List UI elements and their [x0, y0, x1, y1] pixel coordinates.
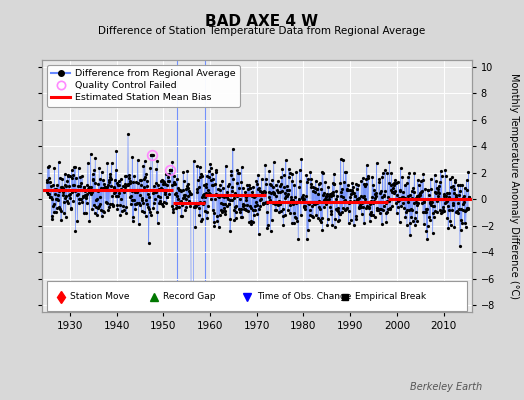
Text: Berkeley Earth: Berkeley Earth — [410, 382, 482, 392]
Text: Station Move: Station Move — [70, 292, 129, 301]
Text: BAD AXE 4 W: BAD AXE 4 W — [205, 14, 319, 29]
Text: Time of Obs. Change: Time of Obs. Change — [257, 292, 351, 301]
Text: Difference of Station Temperature Data from Regional Average: Difference of Station Temperature Data f… — [99, 26, 425, 36]
Legend: Difference from Regional Average, Quality Control Failed, Estimated Station Mean: Difference from Regional Average, Qualit… — [47, 65, 241, 107]
Y-axis label: Monthly Temperature Anomaly Difference (°C): Monthly Temperature Anomaly Difference (… — [509, 73, 519, 299]
Text: Record Gap: Record Gap — [163, 292, 216, 301]
Bar — [47, 282, 467, 311]
Text: Empirical Break: Empirical Break — [355, 292, 426, 301]
